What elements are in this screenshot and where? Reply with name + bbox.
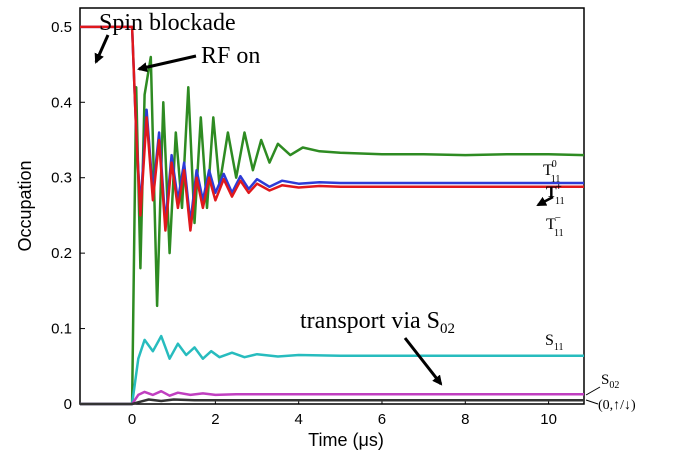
x-tick-label: 0 bbox=[128, 411, 136, 428]
rf-on-arrow bbox=[139, 56, 196, 69]
y-tick-label: 0.3 bbox=[51, 170, 72, 187]
x-tick-label: 6 bbox=[378, 411, 386, 428]
s02-label: S02 bbox=[601, 372, 619, 391]
x-tick-label: 8 bbox=[461, 411, 469, 428]
spin-blockade-arrow bbox=[96, 35, 108, 62]
tplus-label: T+ 11 bbox=[546, 181, 565, 207]
s02-pointer bbox=[586, 387, 600, 395]
spin-blockade-label: Spin blockade bbox=[99, 10, 236, 36]
series-line-t0 bbox=[80, 57, 584, 404]
tminus-label: T− 11 bbox=[546, 212, 564, 239]
rf-on-label: RF on bbox=[201, 43, 260, 69]
y-tick-label: 0.5 bbox=[51, 19, 72, 36]
x-tick-label: 10 bbox=[540, 411, 557, 428]
x-axis-label: Time (μs) bbox=[308, 430, 384, 450]
series-line-s02 bbox=[80, 391, 584, 404]
s11-label: S11 bbox=[545, 332, 564, 353]
state01-pointer bbox=[586, 400, 598, 404]
y-tick-label: 0.2 bbox=[51, 245, 72, 262]
series-lines bbox=[80, 27, 584, 404]
y-tick-label: 0 bbox=[64, 396, 72, 413]
y-axis-label: Occupation bbox=[15, 160, 35, 251]
state01-label: (0,↑/↓) bbox=[598, 398, 636, 413]
y-tick-label: 0.1 bbox=[51, 321, 72, 338]
transport-arrow bbox=[405, 338, 441, 384]
x-tick-label: 2 bbox=[211, 411, 219, 428]
series-line-tplus bbox=[80, 27, 584, 223]
transport-label: transport via S02 bbox=[300, 308, 455, 337]
y-tick-label: 0.4 bbox=[51, 94, 72, 111]
x-tick-label: 4 bbox=[295, 411, 303, 428]
